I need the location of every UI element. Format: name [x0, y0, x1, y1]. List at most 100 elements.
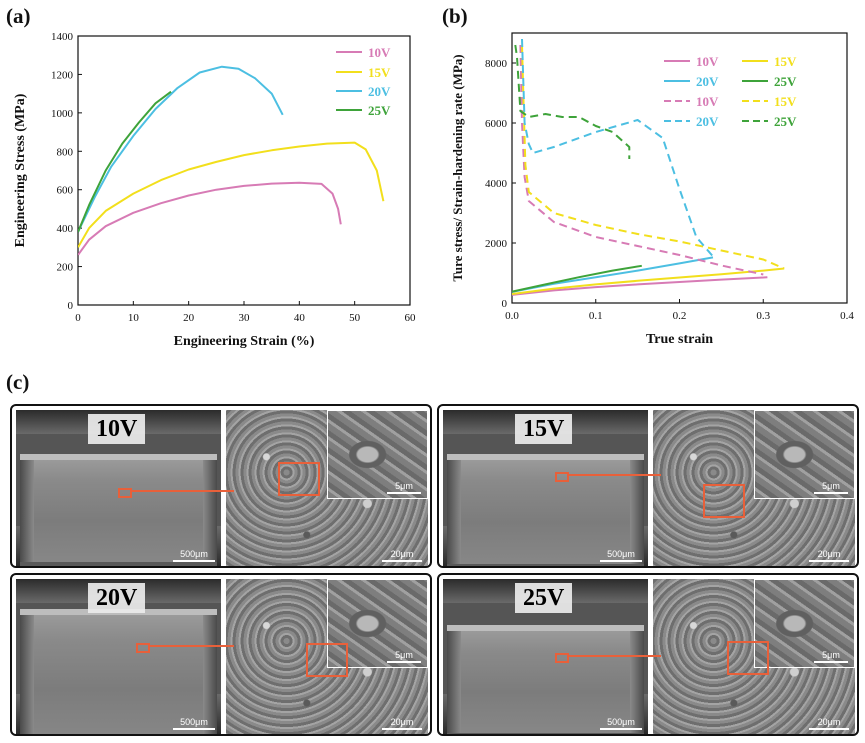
sample-label: 25V	[515, 583, 573, 613]
fracture-box-15V: 15V 500μm 5μm 20μm	[437, 404, 859, 568]
legend-label-25V: 25V	[774, 74, 797, 89]
y-tick-label: 4000	[485, 178, 508, 190]
macro-zoom-box	[136, 643, 150, 653]
specimen-fracture-surface	[447, 454, 644, 566]
macro-scale-line	[600, 560, 642, 562]
x-tick-label: 0.2	[673, 310, 687, 322]
inset-scale-text: 5μm	[395, 481, 413, 491]
specimen-fracture-surface	[20, 609, 217, 734]
macro-scale-line	[600, 728, 642, 730]
macro-scale-bar: 500μm	[600, 549, 642, 562]
legend-label-15V: 15V	[774, 54, 797, 69]
fracture-box-20V: 20V 500μm 5μm 20μm	[10, 573, 432, 736]
series-line-15V-solid	[512, 267, 785, 295]
inset-scale-bar: 5μm	[814, 650, 848, 663]
y-axis-label: Engineering Stress (MPa)	[13, 93, 28, 247]
x-tick-label: 10	[128, 312, 140, 324]
x-tick-label: 0.3	[756, 310, 770, 322]
true-stress-hardening-chart: 0.0 0.1 0.2 0.3 0.4 0 2000 4000 6000 8000 True str…	[450, 32, 854, 347]
macro-scale-text: 500μm	[180, 549, 208, 559]
inset-scale-text: 5μm	[822, 650, 840, 660]
macro-scale-line	[173, 560, 215, 562]
panel-label-b: (b)	[442, 4, 468, 28]
x-tick-label: 20	[183, 312, 195, 324]
inset-sem-image: 5μm	[754, 410, 855, 499]
fine-scale-bar: 20μm	[809, 549, 849, 562]
fine-zoom-box	[278, 462, 320, 496]
x-tick-label: 50	[349, 312, 361, 324]
y-axis-label: Ture stress/ Strain-hardening rate (MPa)	[450, 54, 465, 281]
series-line-25V	[78, 90, 172, 233]
leader-line	[567, 655, 661, 657]
inset-scale-bar: 5μm	[387, 650, 421, 663]
y-tick-label: 0	[502, 298, 508, 310]
series-line-25V-solid	[512, 264, 642, 293]
series-group	[512, 38, 785, 296]
y-tick-label: 400	[57, 223, 74, 235]
inset-scale-line	[387, 661, 421, 663]
macro-zoom-box	[555, 472, 569, 482]
y-tick-label: 0	[68, 300, 74, 312]
series-line-10V-dashed	[519, 44, 764, 276]
x-tick-label: 0	[75, 312, 81, 324]
inset-scale-line	[814, 661, 848, 663]
x-axis-label: True strain	[646, 332, 713, 347]
fine-scale-bar: 20μm	[809, 717, 849, 730]
fine-zoom-box	[306, 643, 348, 677]
legend-label-10V: 10V	[696, 54, 719, 69]
legend-label-20V: 20V	[696, 114, 719, 129]
y-tick-label: 2000	[485, 238, 508, 250]
leader-line	[148, 645, 234, 647]
macro-scale-bar: 500μm	[600, 717, 642, 730]
macro-sem-image: 15V 500μm	[443, 410, 648, 566]
x-axis-label: Engineering Strain (%)	[174, 334, 315, 349]
fine-zoom-box	[727, 641, 769, 675]
leader-line	[130, 490, 234, 492]
inset-scale-line	[387, 492, 421, 494]
y-tick-label: 8000	[485, 58, 508, 70]
macro-zoom-box	[555, 653, 569, 663]
x-tick-label: 0.0	[505, 310, 519, 322]
series-line-20V-solid	[512, 256, 714, 293]
fine-sem-image: 5μm 20μm	[226, 579, 428, 734]
specimen-fracture-surface	[447, 625, 644, 734]
series-line-10V	[78, 181, 342, 256]
legend-label-10V: 10V	[696, 94, 719, 109]
x-tick-label: 60	[405, 312, 417, 324]
y-tick-label: 600	[57, 185, 74, 197]
sample-label: 15V	[515, 414, 573, 444]
engineering-stress-strain-chart: 0 10 20 30 40 50 600200400600800100012001400En…	[13, 31, 417, 349]
series-line-15V-dashed	[521, 44, 785, 270]
macro-sem-image: 10V 500μm	[16, 410, 221, 566]
y-tick-label: 1000	[51, 108, 74, 120]
inset-scale-bar: 5μm	[814, 481, 848, 494]
fine-zoom-box	[703, 484, 745, 518]
y-tick-label: 1400	[51, 31, 74, 43]
legend-label-20V: 20V	[368, 84, 391, 99]
inset-scale-line	[814, 492, 848, 494]
series-line-20V	[78, 65, 284, 233]
macro-scale-bar: 500μm	[173, 717, 215, 730]
macro-scale-text: 500μm	[607, 717, 635, 727]
panel-label-c: (c)	[6, 370, 30, 394]
panel-label-a: (a)	[6, 4, 31, 28]
y-tick-label: 800	[57, 146, 74, 158]
inset-scale-text: 5μm	[822, 481, 840, 491]
legend-label-10V: 10V	[368, 45, 391, 60]
sample-label: 20V	[88, 583, 146, 613]
sample-label: 10V	[88, 414, 146, 444]
legend-label-15V: 15V	[368, 65, 391, 80]
x-tick-label: 0.4	[840, 310, 854, 322]
fine-scale-line	[809, 728, 849, 730]
fine-scale-line	[382, 560, 422, 562]
plot-frame	[77, 35, 411, 306]
inset-scale-bar: 5μm	[387, 481, 421, 494]
legend-label-20V: 20V	[696, 74, 719, 89]
inset-scale-text: 5μm	[395, 650, 413, 660]
macro-scale-bar: 500μm	[173, 549, 215, 562]
series-line-25V-dashed	[514, 44, 631, 159]
series-group	[78, 65, 385, 256]
fine-scale-text: 20μm	[817, 717, 841, 727]
series-line-20V-dashed	[521, 38, 714, 258]
x-tick-label: 30	[239, 312, 251, 324]
